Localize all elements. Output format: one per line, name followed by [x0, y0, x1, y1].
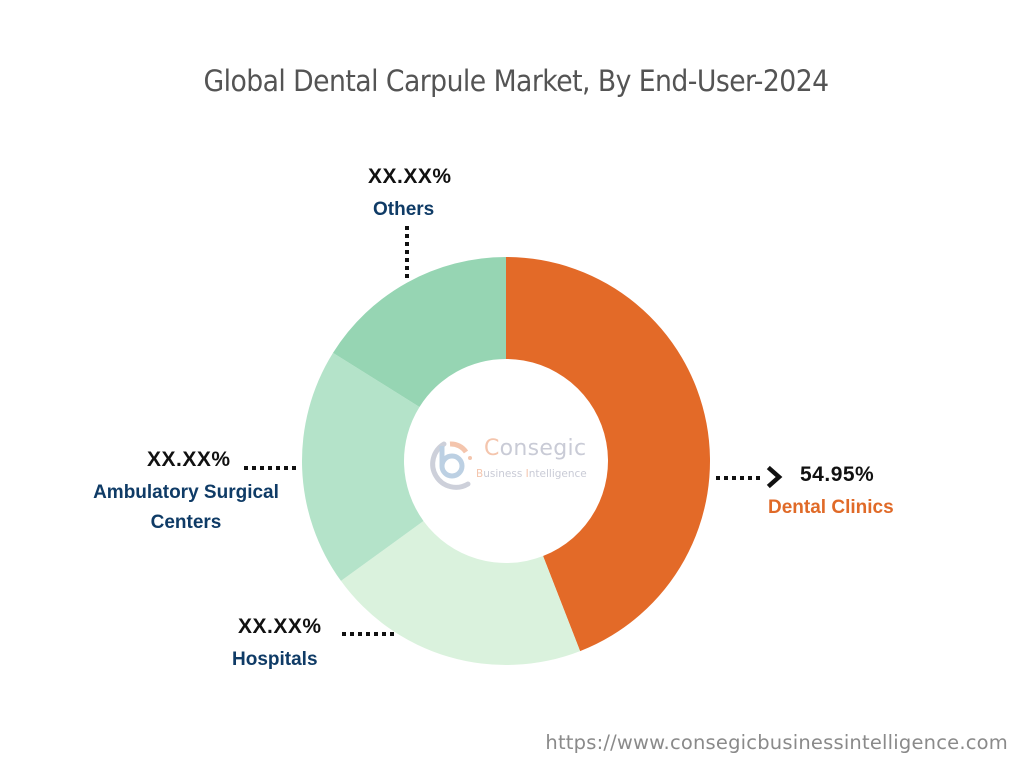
ambulatory-leader-line	[244, 466, 296, 470]
chart-title: Global Dental Carpule Market, By End-Use…	[203, 64, 829, 98]
others-leader-line	[405, 226, 409, 280]
others-value: XX.XX%	[368, 165, 452, 188]
ambulatory-label-line2: Centers	[150, 512, 222, 533]
watermark-subtitle: Business Intelligence	[476, 468, 587, 480]
ambulatory-value: XX.XX%	[147, 448, 231, 471]
consegic-logo-icon	[430, 441, 472, 490]
dental-clinics-label: Dental Clinics	[768, 497, 894, 518]
consegic-watermark: Consegic Business Intelligence	[426, 432, 596, 494]
dental-clinics-leader-line	[716, 476, 764, 480]
donut-segment-hospitals	[340, 520, 581, 665]
hospitals-label: Hospitals	[232, 649, 318, 670]
ambulatory-label-line1: Ambulatory Surgical	[93, 482, 279, 503]
source-url: https://www.consegicbusinessintelligence…	[545, 731, 1008, 754]
arrow-head-icon	[766, 465, 783, 489]
dental-clinics-value: 54.95%	[800, 463, 875, 486]
donut-segment-others	[332, 257, 506, 407]
hospitals-leader-line	[342, 632, 394, 636]
others-label: Others	[373, 199, 435, 220]
donut-segments	[302, 257, 710, 665]
watermark-name: Consegic	[484, 436, 587, 461]
donut-segment-ambulatory	[302, 352, 424, 581]
ambulatory-label: Ambulatory Surgical Centers	[84, 478, 288, 538]
hospitals-value: XX.XX%	[238, 615, 322, 638]
donut-segment-dental-clinics	[506, 257, 710, 652]
